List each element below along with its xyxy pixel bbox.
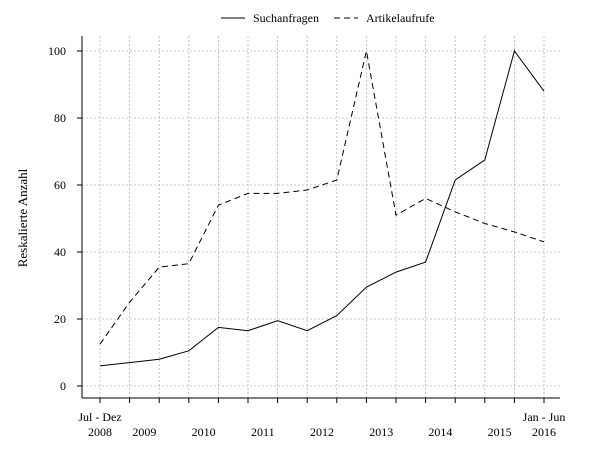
x-tick-label: 2012: [310, 425, 334, 439]
x-tick-label-top: Jan - Jun: [523, 410, 566, 424]
x-tick-label: 2010: [192, 425, 216, 439]
y-tick-label: 100: [48, 44, 66, 58]
x-tick-label: 2016: [532, 425, 556, 439]
x-tick-label: 2011: [251, 425, 275, 439]
x-tick-label: 2009: [132, 425, 156, 439]
x-tick-label: 2015: [488, 425, 512, 439]
y-tick-label: 80: [54, 111, 66, 125]
x-tick-label-top: Jul - Dez: [78, 410, 121, 424]
series-lines: [99, 49, 545, 367]
y-axis-title: Reskalierte Anzahl: [15, 168, 30, 267]
y-tick-label: 40: [54, 245, 66, 259]
x-tick-label: 2014: [428, 425, 452, 439]
x-tick-label: 2013: [369, 425, 393, 439]
y-tick-label: 0: [60, 379, 66, 393]
grid: [82, 36, 560, 398]
x-tick-label: 2008: [88, 425, 112, 439]
series-line-artikelaufrufe: [99, 50, 545, 345]
legend: Suchanfragen Artikelaufrufe: [221, 11, 435, 25]
series-line-suchanfragen: [99, 49, 545, 367]
y-tick-label: 60: [54, 178, 66, 192]
y-tick-label: 20: [54, 312, 66, 326]
legend-label: Artikelaufrufe: [366, 11, 435, 25]
legend-label: Suchanfragen: [253, 11, 319, 25]
